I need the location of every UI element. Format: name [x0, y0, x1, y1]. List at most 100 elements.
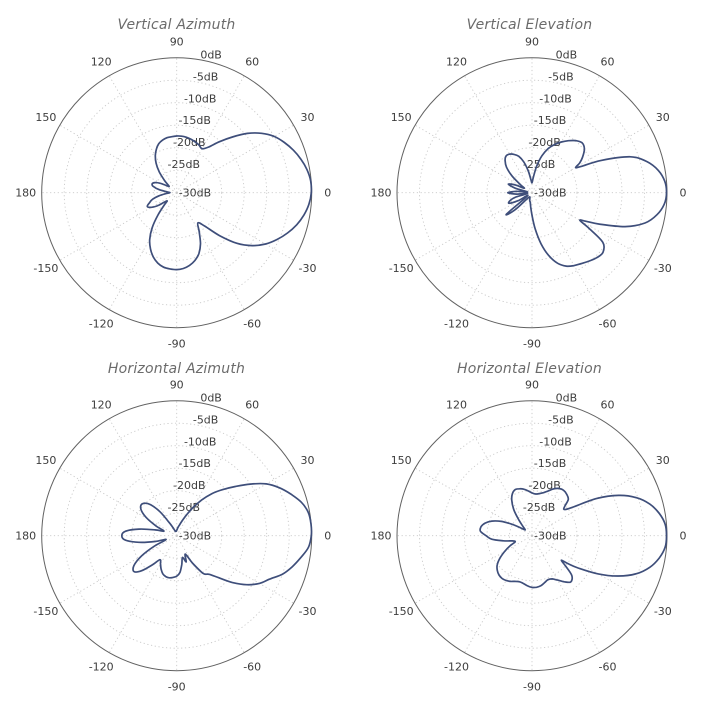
- angle-tick-label: -60: [599, 660, 617, 673]
- angle-tick-label: 90: [170, 379, 184, 392]
- angle-gridline: [59, 535, 177, 604]
- chart-horizontal-elevation: Horizontal Elevation 90 120 150 180 -150 -120…: [353, 353, 706, 705]
- radial-tick-label: -30dB: [534, 187, 567, 200]
- radial-tick-label: -5dB: [548, 414, 574, 427]
- polar-grid: [41, 57, 312, 328]
- angle-tick-label: -60: [243, 660, 261, 673]
- angle-gridline: [531, 192, 600, 310]
- angle-tick-label: -150: [389, 262, 414, 275]
- radial-tick-label: -10dB: [539, 92, 572, 105]
- angle-tick-label: 180: [371, 187, 392, 200]
- radial-tick-label: -10dB: [184, 92, 217, 105]
- radiation-pattern-curve: [504, 139, 668, 268]
- angle-tick-label: 120: [91, 56, 112, 69]
- angle-gridline: [176, 192, 245, 310]
- radial-gridline-ring: [131, 147, 223, 239]
- angle-tick-label: -90: [523, 338, 541, 351]
- angle-tick-label: -60: [243, 317, 261, 330]
- angle-tick-label: -150: [33, 262, 58, 275]
- angle-tick-label: 0: [680, 530, 687, 543]
- angle-tick-label: 60: [601, 56, 615, 69]
- radial-tick-label: -20dB: [173, 479, 206, 492]
- radial-tick-label: -5dB: [548, 71, 574, 84]
- radial-tick-label: -10dB: [184, 435, 217, 448]
- radial-tick-label: -15dB: [534, 114, 567, 127]
- angle-tick-label: 180: [371, 530, 392, 543]
- angle-gridline: [531, 535, 600, 653]
- angle-gridline: [176, 535, 245, 653]
- angle-tick-label: -90: [523, 681, 541, 694]
- chart-vertical-elevation: Vertical Elevation 90 120 150 180 -150 -120 -9…: [353, 0, 706, 353]
- radial-gridline-ring: [153, 512, 200, 559]
- radial-tick-label: -25dB: [168, 501, 201, 514]
- angle-tick-label: 150: [391, 111, 412, 124]
- radial-gridline-ring: [509, 512, 555, 559]
- angle-tick-label: -120: [89, 317, 114, 330]
- polar-plot-svg: 90 120 150 180 -150 -120 -90 -60 -30 0 30 60 0dB -5dB…: [15, 36, 331, 351]
- radial-gridline-ring: [108, 467, 245, 604]
- chart-horizontal-azimuth: Horizontal Azimuth 90 120 150 180 -150 -120 -9…: [0, 353, 353, 705]
- angle-tick-label: 120: [446, 56, 467, 69]
- polar-plot-svg: 90 120 150 180 -150 -120 -90 -60 -30 0 30 60 0dB -5dB…: [371, 379, 687, 694]
- angle-tick-label: 150: [391, 454, 412, 467]
- radial-tick-label: -25dB: [523, 158, 556, 171]
- angle-tick-label: 90: [170, 36, 184, 49]
- radial-gridline-ring: [153, 169, 200, 216]
- radial-tick-label: -20dB: [528, 479, 561, 492]
- radial-tick-label: -15dB: [534, 457, 567, 470]
- radiation-pattern-curve: [146, 132, 313, 271]
- angle-tick-label: 30: [301, 111, 315, 124]
- angle-tick-label: 0: [324, 187, 331, 200]
- angle-tick-label: 180: [15, 187, 36, 200]
- angle-tick-label: 180: [15, 530, 36, 543]
- radiation-pattern-curve: [479, 487, 668, 589]
- radial-gridline-ring: [486, 147, 578, 239]
- radial-tick-label: -25dB: [523, 501, 556, 514]
- chart-title: Horizontal Azimuth: [107, 361, 246, 377]
- angle-tick-label: 120: [446, 399, 467, 412]
- angle-tick-label: 30: [656, 454, 670, 467]
- angle-tick-label: 120: [91, 399, 112, 412]
- angle-tick-label: -150: [389, 605, 414, 618]
- radial-gridline-ring: [86, 102, 268, 284]
- angle-tick-label: 90: [525, 379, 539, 392]
- angle-tick-label: 60: [245, 56, 259, 69]
- angle-tick-label: -120: [444, 660, 469, 673]
- polar-grid: [397, 400, 667, 671]
- radiation-pattern-curve: [120, 482, 313, 586]
- angle-tick-label: 0: [324, 530, 331, 543]
- angle-tick-label: 30: [656, 111, 670, 124]
- radial-tick-label: 0dB: [556, 392, 578, 405]
- radial-gridline-ring: [441, 102, 623, 284]
- angle-tick-label: -150: [33, 605, 58, 618]
- angle-tick-label: -90: [168, 338, 186, 351]
- radial-tick-label: -5dB: [193, 71, 219, 84]
- angle-tick-label: 60: [245, 399, 259, 412]
- angle-tick-label: 90: [525, 36, 539, 49]
- radial-tick-label: 0dB: [200, 392, 222, 405]
- angle-tick-label: -30: [299, 262, 317, 275]
- radial-tick-label: -5dB: [193, 414, 219, 427]
- radial-tick-label: -20dB: [528, 136, 561, 149]
- chart-vertical-azimuth: Vertical Azimuth 90 120 150 180 -150 -120 -90 -…: [0, 0, 353, 353]
- angle-tick-label: -30: [654, 605, 672, 618]
- angle-tick-label: -120: [89, 660, 114, 673]
- radial-gridline-ring: [131, 490, 223, 582]
- radial-tick-label: -10dB: [539, 435, 572, 448]
- radial-tick-label: 0dB: [200, 49, 222, 62]
- radial-tick-label: -30dB: [179, 187, 212, 200]
- chart-title: Vertical Elevation: [466, 17, 593, 33]
- angle-tick-label: -120: [444, 317, 469, 330]
- angle-tick-label: -60: [599, 317, 617, 330]
- radial-gridline-ring: [86, 445, 268, 627]
- polar-grid: [41, 400, 312, 671]
- radial-tick-label: -30dB: [534, 530, 567, 543]
- chart-title: Horizontal Elevation: [457, 361, 602, 377]
- angle-gridline: [59, 192, 177, 261]
- radial-tick-label: -30dB: [179, 530, 212, 543]
- polar-grid: [397, 57, 667, 328]
- angle-tick-label: 30: [301, 454, 315, 467]
- radial-tick-label: -25dB: [168, 158, 201, 171]
- angle-tick-label: -90: [168, 681, 186, 694]
